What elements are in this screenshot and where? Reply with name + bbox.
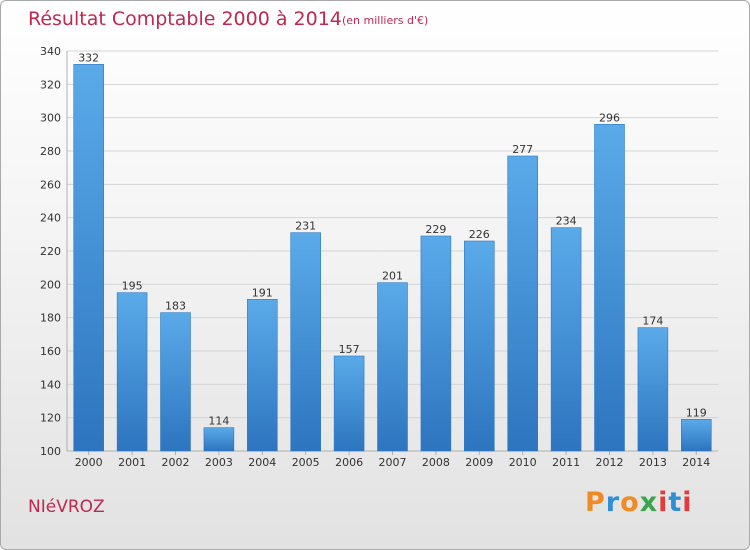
value-label-2004: 191 [252,286,273,299]
bar-2006 [333,355,365,452]
x-tick-label-2014: 2014 [682,456,710,469]
x-tick-label-2000: 2000 [75,456,103,469]
bar-2004 [247,299,278,452]
bar-2002 [160,312,191,452]
value-label-2014: 119 [686,406,707,419]
value-label-2001: 195 [122,280,143,293]
y-tick-label: 240 [40,212,61,225]
x-tick-label-2012: 2012 [596,456,624,469]
value-label-2005: 231 [295,220,316,233]
y-tick-label: 180 [40,312,61,325]
chart-subtitle: (en milliers d'€) [342,14,429,27]
y-tick-label: 300 [40,112,61,125]
y-tick-label: 200 [40,278,61,291]
x-tick-label-2001: 2001 [118,456,146,469]
bar-2008 [420,235,452,452]
x-tick-label-2009: 2009 [465,456,493,469]
value-label-2006: 157 [339,343,360,356]
bar-2009 [464,240,495,452]
value-label-2007: 201 [382,270,403,283]
logo-letter: o [620,487,640,518]
x-tick-label-2005: 2005 [292,456,320,469]
y-tick-label: 340 [40,45,61,58]
y-tick-label: 140 [40,378,61,391]
logo-letter: i [658,487,669,518]
x-tick-label-2003: 2003 [205,456,233,469]
value-label-2000: 332 [78,51,99,64]
x-tick-label-2007: 2007 [379,456,407,469]
bar-2014 [681,419,712,452]
bar-2013 [637,327,669,452]
value-label-2012: 296 [599,111,620,124]
bar-2000 [73,64,104,452]
bar-2010 [507,155,538,452]
value-label-2009: 226 [469,228,490,241]
logo-letter: i [682,487,693,518]
bar-2007 [377,282,408,452]
value-label-2013: 174 [642,315,663,328]
x-tick-label-2002: 2002 [162,456,190,469]
logo-letter: x [639,487,659,518]
y-tick-label: 280 [40,145,61,158]
y-tick-label: 160 [40,345,61,358]
value-label-2010: 277 [512,143,533,156]
x-tick-label-2006: 2006 [335,456,363,469]
bar-2005 [290,232,321,452]
logo-letter: t [668,487,683,518]
value-label-2002: 183 [165,300,186,313]
x-tick-label-2004: 2004 [248,456,276,469]
value-label-2008: 229 [425,223,446,236]
proxiti-logo: Proxiti [585,487,693,518]
y-tick-label: 220 [40,245,61,258]
logo-letter: r [605,487,621,518]
bar-2011 [550,227,582,452]
bar-2003 [203,427,235,452]
x-tick-label-2011: 2011 [552,456,580,469]
y-tick-label: 100 [40,445,61,458]
y-tick-label: 320 [40,78,61,91]
bar-2001 [116,292,148,452]
commune-name: NIéVROZ [28,497,105,517]
value-label-2003: 114 [208,415,229,428]
chart-title: Résultat Comptable 2000 à 2014 [28,8,342,30]
y-tick-label: 120 [40,412,61,425]
x-tick-label-2008: 2008 [422,456,450,469]
bar-2012 [594,124,625,452]
logo-letter: P [585,487,606,518]
value-label-2011: 234 [556,215,577,228]
x-tick-label-2010: 2010 [509,456,537,469]
x-tick-label-2013: 2013 [639,456,667,469]
y-tick-label: 260 [40,178,61,191]
